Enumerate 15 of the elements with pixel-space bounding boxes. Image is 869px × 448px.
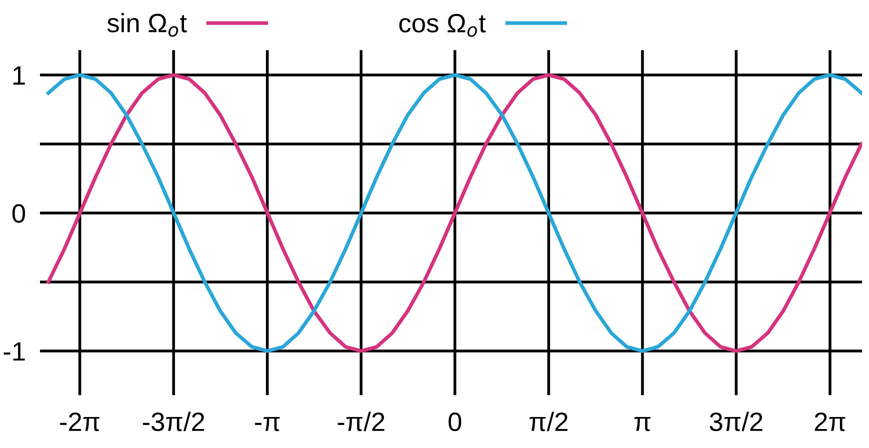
y-tick-label: -1 (4, 342, 25, 361)
x-tick-label: π/2 (530, 412, 568, 432)
x-tick-label: 0 (448, 412, 462, 432)
line-series (46, 73, 862, 353)
x-tick-label: 3π/2 (710, 412, 762, 432)
y-tick-label: 1 (13, 66, 25, 85)
x-tick-label: -π/2 (338, 412, 384, 432)
legend-label: cos Ω$_{o}$t (399, 14, 486, 37)
x-tick-label: -3π/2 (142, 412, 204, 432)
x-tick-label: -2π (60, 412, 100, 432)
x-tick-label: π (634, 416, 650, 432)
y-tick-label: 0 (12, 204, 26, 223)
x-tick-label: -π (254, 416, 280, 432)
legend-label: sin Ω$_{o}$t (107, 13, 187, 37)
x-tick-label: 2π (814, 412, 846, 432)
